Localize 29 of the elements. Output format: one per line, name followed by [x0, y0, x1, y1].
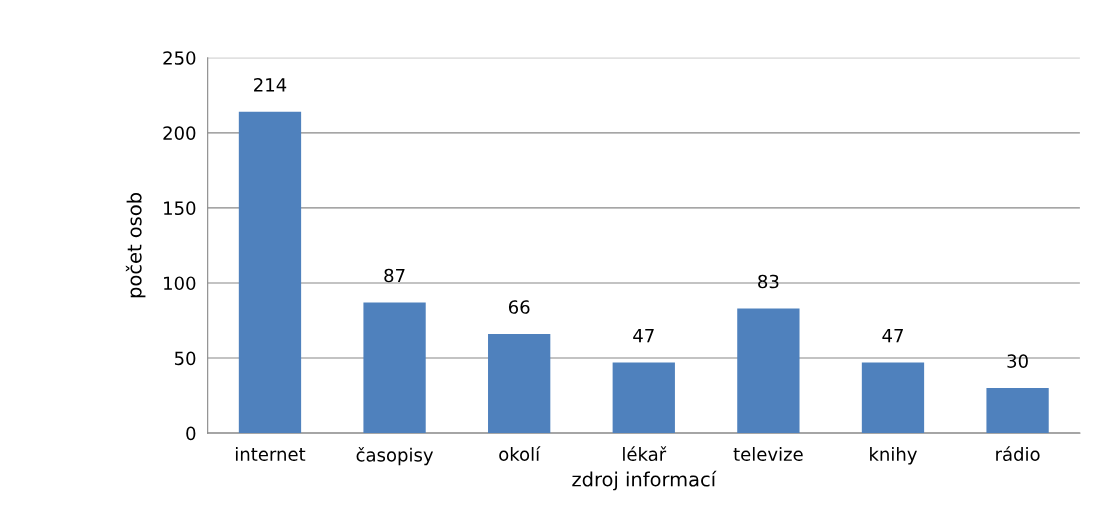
data-label: 30 [1007, 354, 1028, 368]
data-label: 66 [508, 300, 530, 314]
x-tick-label: časopisy [356, 447, 434, 466]
bar [986, 388, 1049, 434]
bar [612, 362, 675, 434]
data-label: 47 [633, 328, 654, 343]
x-tick-label: knihy [870, 447, 917, 465]
x-tick-label: internet [235, 447, 306, 461]
bar [488, 334, 551, 434]
y-tick-label: 100 [164, 276, 196, 291]
x-tick-label: rádio [996, 446, 1040, 461]
bar [238, 111, 302, 434]
y-axis-title: počet osob [125, 193, 146, 298]
x-tick-label: televize [733, 447, 803, 461]
data-label: 214 [254, 77, 287, 92]
y-tick-label: 250 [163, 51, 196, 65]
x-tick-label: lékař [623, 446, 667, 461]
data-label: 87 [384, 268, 405, 283]
bar [861, 362, 925, 434]
y-tick-label: 0 [186, 426, 196, 441]
data-label: 47 [882, 328, 903, 343]
bar [363, 302, 426, 434]
bar [737, 308, 800, 434]
x-axis-title: zdroj informací [572, 470, 717, 491]
y-tick-label: 200 [163, 126, 196, 140]
x-tick-label: okolí [499, 446, 541, 461]
y-tick-label: 150 [164, 201, 196, 216]
data-label: 83 [758, 274, 779, 289]
y-tick-label: 50 [174, 351, 196, 366]
